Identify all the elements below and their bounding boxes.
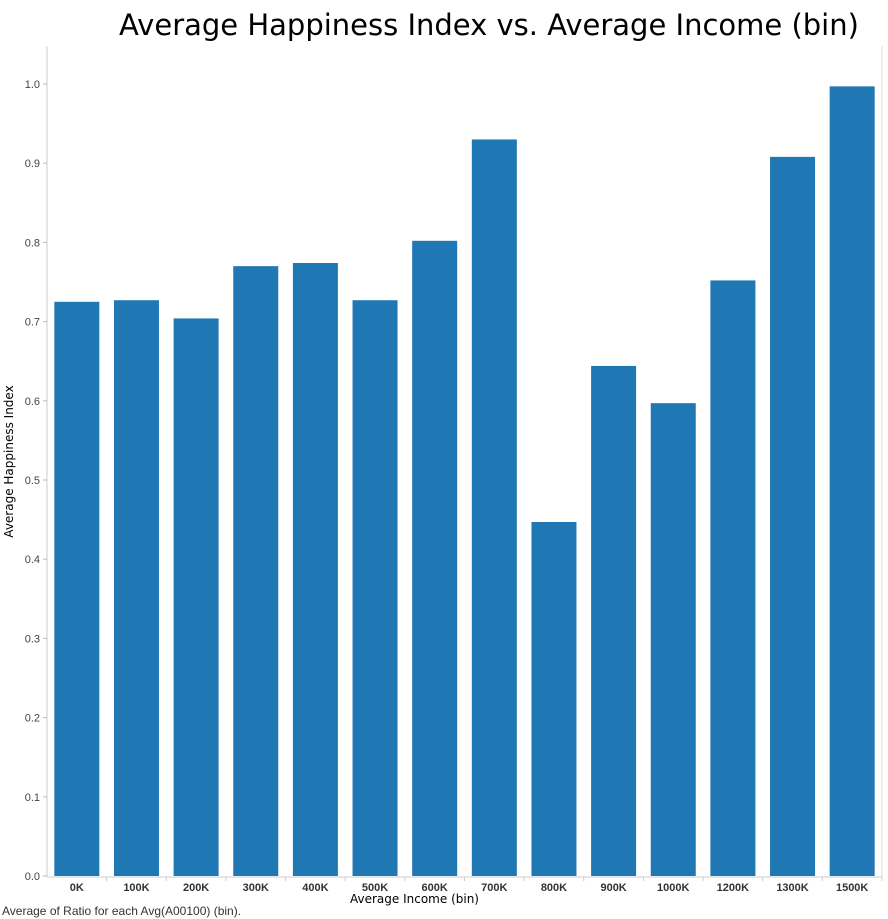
x-tick-label: 100K <box>123 882 149 894</box>
bar <box>292 262 338 876</box>
x-tick-label: 1200K <box>717 882 749 894</box>
bar <box>173 318 219 876</box>
y-axis: 0.0 0.1 0.2 0.3 0.4 0.5 0.6 0.7 0.8 0.9 1.0 <box>25 79 47 883</box>
bar <box>113 300 159 876</box>
bar <box>352 300 398 876</box>
bar <box>710 280 756 876</box>
bars <box>54 86 875 877</box>
y-axis-label: Average Happiness Index <box>2 385 16 537</box>
bar <box>770 156 816 876</box>
bar <box>531 521 577 876</box>
y-tick-label: 1.0 <box>25 79 40 91</box>
y-tick-label: 0.7 <box>25 317 40 329</box>
bar <box>471 139 517 876</box>
x-tick-label: 900K <box>600 882 626 894</box>
y-tick-label: 0.4 <box>25 554 40 566</box>
x-tick-label: 0K <box>70 882 84 894</box>
chart-title: Average Happiness Index vs. Average Inco… <box>119 8 859 42</box>
y-tick-label: 0.1 <box>25 792 40 804</box>
y-tick-label: 0.0 <box>25 871 40 883</box>
y-tick-label: 0.8 <box>25 237 40 249</box>
x-tick-label: 300K <box>243 882 269 894</box>
bar <box>233 266 279 876</box>
plot-frame <box>46 46 883 878</box>
x-tick-label: 1000K <box>657 882 689 894</box>
x-tick-label: 1500K <box>836 882 868 894</box>
y-tick-label: 0.3 <box>25 633 40 645</box>
x-tick-label: 1300K <box>776 882 808 894</box>
x-axis-label: Average Income (bin) <box>350 892 479 906</box>
y-tick-label: 0.6 <box>25 396 40 408</box>
x-tick-label: 600K <box>422 882 448 894</box>
bar <box>591 365 637 876</box>
x-axis: 0K 100K 200K 300K 400K 500K 600K 700K 800K 900K 10… <box>70 877 883 894</box>
y-tick-label: 0.9 <box>25 158 40 170</box>
x-tick-label: 400K <box>302 882 328 894</box>
x-tick-label: 700K <box>481 882 507 894</box>
y-tick-label: 0.5 <box>25 475 40 487</box>
chart-caption: Average of Ratio for each Avg(A00100) (b… <box>2 904 242 918</box>
bar <box>650 403 696 876</box>
bar <box>829 86 875 877</box>
x-tick-label: 200K <box>183 882 209 894</box>
x-tick-label: 500K <box>362 882 388 894</box>
bar <box>54 301 100 876</box>
x-tick-label: 800K <box>541 882 567 894</box>
bar <box>412 240 458 877</box>
y-tick-label: 0.2 <box>25 713 40 725</box>
